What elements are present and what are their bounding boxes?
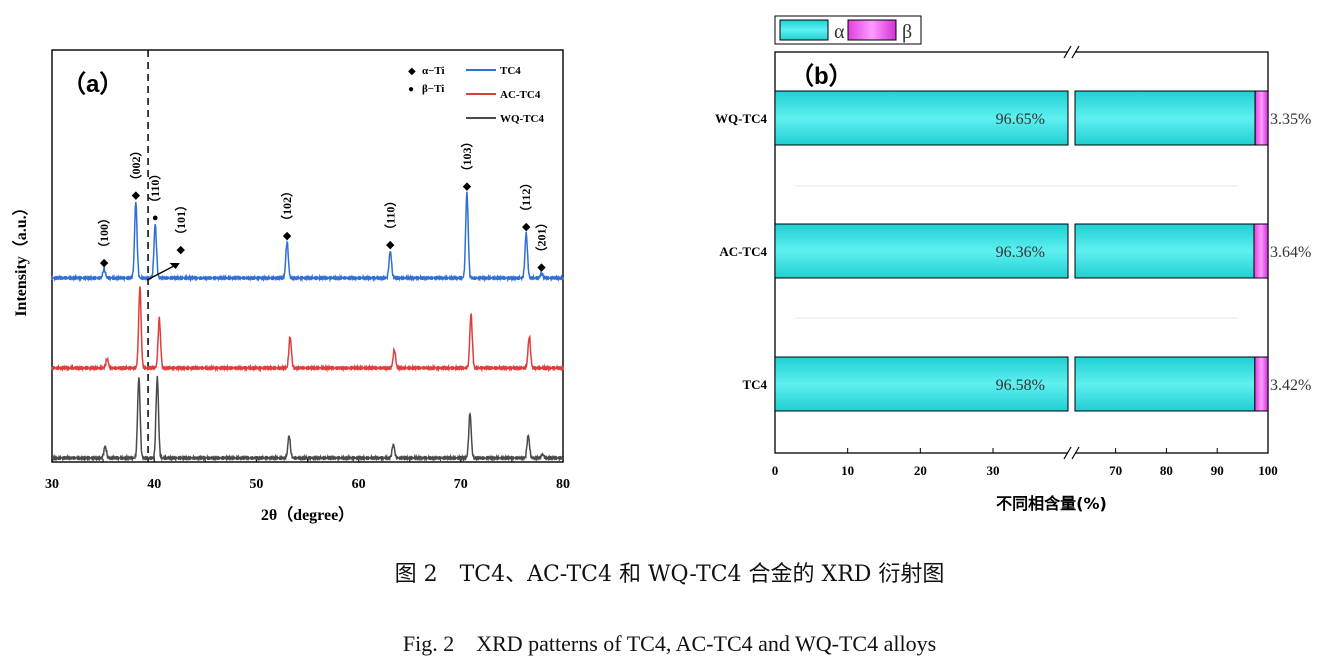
phase-bar-alpha — [774, 356, 1069, 412]
xrd-peak-arrowhead — [169, 263, 180, 269]
xrd-pattern-wq-tc4 — [51, 375, 564, 463]
phase-bar-alpha-label: 96.65% — [996, 111, 1045, 128]
phase-axis-break-mark — [1071, 446, 1080, 460]
phase-x-tick-label: 20 — [914, 463, 927, 478]
phase-x-tick-label: 90 — [1211, 463, 1224, 478]
xrd-legend-series-label: AC-TC4 — [500, 89, 541, 101]
xrd-legend-phase-symbol: ◆ — [408, 66, 416, 77]
xrd-plot-frame — [51, 49, 564, 463]
xrd-peak-label: （103） — [459, 135, 474, 177]
phase-plot-frame — [774, 51, 1269, 454]
xrd-x-tick-label: 80 — [556, 477, 570, 492]
xrd-peak-label: （102） — [279, 185, 294, 227]
phase-legend-label-beta: β — [902, 21, 912, 43]
phase-bar-beta — [1253, 223, 1269, 279]
figure-caption-english: Fig. 2 XRD patterns of TC4, AC-TC4 and W… — [402, 631, 937, 656]
xrd-peak-label: （112） — [518, 177, 533, 218]
phase-x-tick-label: 30 — [987, 463, 1000, 478]
phase-category-label: AC-TC4 — [719, 244, 767, 259]
phase-x-tick-label: 100 — [1258, 463, 1278, 478]
phase-legend-box — [774, 15, 922, 45]
phase-bar-beta — [1254, 90, 1269, 146]
phase-x-tick-label: 70 — [1109, 463, 1122, 478]
xrd-peak-marker: ◆ — [100, 257, 109, 269]
phase-legend-swatch-alpha — [779, 19, 829, 41]
phase-bar-alpha — [1074, 356, 1256, 412]
phase-axis-break-mark — [1063, 45, 1072, 59]
xrd-legend-phase-label: β−Ti — [422, 83, 444, 95]
phase-legend-swatch-beta — [847, 19, 897, 41]
phase-x-tick-label: 10 — [841, 463, 854, 478]
phase-axis-break-mark — [1063, 446, 1072, 460]
xrd-peak-marker: ● — [152, 212, 159, 224]
xrd-peak-label: （002） — [128, 144, 143, 186]
xrd-peak-label: （101） — [173, 199, 188, 241]
phase-axis-break-mark — [1071, 45, 1080, 59]
xrd-legend-series-label: WQ-TC4 — [500, 113, 545, 125]
xrd-panel-label: （a） — [62, 71, 123, 98]
xrd-x-axis-label: 2θ（degree） — [261, 506, 354, 524]
xrd-peak-marker: ◆ — [177, 244, 186, 256]
phase-x-tick-label: 0 — [772, 463, 779, 478]
phase-panel-label: （b） — [790, 63, 853, 90]
phase-legend-label-alpha: α — [834, 21, 845, 43]
phase-bar-alpha-label: 96.58% — [996, 377, 1045, 394]
phase-x-tick-label: 80 — [1160, 463, 1173, 478]
xrd-x-tick-label: 50 — [249, 477, 263, 492]
xrd-pattern-ac-tc4 — [51, 286, 564, 373]
phase-bar-alpha — [1074, 223, 1255, 279]
xrd-peak-marker: ◆ — [537, 262, 546, 274]
xrd-peak-label: （110） — [147, 168, 162, 209]
phase-bar-beta-label: 3.64% — [1270, 244, 1311, 261]
xrd-legend-phase-symbol: ● — [408, 84, 414, 95]
phase-category-label: TC4 — [742, 377, 767, 392]
xrd-pattern-tc4 — [51, 191, 564, 283]
phase-bar-alpha — [774, 90, 1069, 146]
xrd-x-tick-label: 60 — [352, 477, 366, 492]
xrd-peak-marker: ◆ — [522, 221, 531, 233]
xrd-peak-label: （201） — [534, 216, 549, 258]
phase-bar-alpha — [774, 223, 1069, 279]
figure-caption-chinese: 图 2 TC4、AC-TC4 和 WQ-TC4 合金的 XRD 衍射图 — [394, 562, 945, 587]
phase-bar-beta-label: 3.35% — [1270, 111, 1311, 128]
xrd-y-axis-label: Intensity（a.u.） — [12, 199, 30, 316]
phase-category-label: WQ-TC4 — [715, 111, 768, 126]
phase-axis-break-bottom-gap — [1068, 450, 1075, 456]
xrd-peak-arrow — [146, 263, 179, 281]
xrd-peak-marker: ◆ — [386, 239, 395, 251]
xrd-peak-label: （100） — [96, 212, 111, 254]
xrd-legend-series-label: TC4 — [500, 65, 521, 77]
xrd-peak-marker: ◆ — [132, 190, 141, 202]
xrd-x-tick-label: 40 — [147, 477, 161, 492]
phase-x-axis-label: 不同相含量(%) — [996, 494, 1107, 513]
xrd-chart: 30 40 50 60 70 80 2θ（degree） Intensity（a.u.） （a）… — [12, 49, 570, 524]
xrd-x-tick-label: 70 — [454, 477, 468, 492]
xrd-legend-phase-label: α−Ti — [422, 65, 445, 77]
phase-bar-alpha-label: 96.36% — [996, 244, 1045, 261]
xrd-peak-marker: ◆ — [463, 181, 472, 193]
phase-bar-alpha — [1074, 90, 1256, 146]
xrd-peak-marker: ◆ — [283, 230, 292, 242]
phase-bar-beta — [1254, 356, 1269, 412]
xrd-x-tick-label: 30 — [45, 477, 59, 492]
phase-bar-beta-label: 3.42% — [1270, 377, 1311, 394]
phase-axis-break-top-gap — [1068, 49, 1075, 55]
xrd-peak-label: （110） — [382, 195, 397, 236]
